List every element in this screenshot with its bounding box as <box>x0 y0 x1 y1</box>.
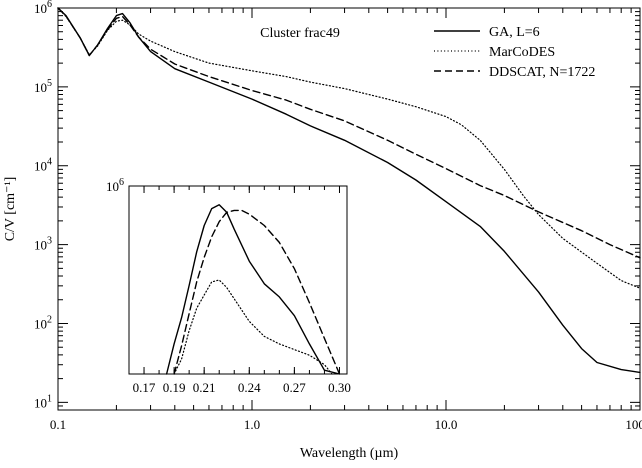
x-tick-label: 0.17 <box>133 380 156 395</box>
main-series-lines <box>57 7 641 374</box>
series-line-1 <box>173 279 333 375</box>
inset-plot-frame <box>128 185 348 375</box>
y-tick-label: 106 <box>106 177 124 194</box>
y-tick-label-exponent: 4 <box>47 157 52 168</box>
y-tick-label-base: 10 <box>34 80 47 95</box>
y-tick-label-exponent: 3 <box>47 236 52 247</box>
legend-label-ga: GA, L=6 <box>489 25 540 40</box>
x-tick-label: 0.27 <box>283 380 306 395</box>
main-plot-frame <box>57 7 641 411</box>
y-tick-label-base: 10 <box>34 1 47 16</box>
y-tick-label: 101 <box>34 393 52 410</box>
y-tick-label-base: 10 <box>34 159 47 174</box>
legend-label-marcodes: MarCoDES <box>489 45 555 60</box>
y-tick-label: 105 <box>34 78 52 95</box>
y-tick-label-exponent: 5 <box>47 78 52 89</box>
x-axis-title: Wavelength (µm) <box>300 446 399 461</box>
y-tick-label-exponent: 6 <box>119 177 124 188</box>
y-tick-label-exponent: 2 <box>47 314 52 325</box>
y-tick-label: 102 <box>34 314 52 331</box>
y-tick-label-base: 10 <box>34 238 47 253</box>
y-tick-label-exponent: 1 <box>47 393 52 404</box>
y-axis-title: C/V [cm⁻¹] <box>3 177 18 242</box>
x-tick-label: 0.19 <box>163 380 186 395</box>
inset-series-lines <box>165 204 341 375</box>
y-tick-label-base: 10 <box>106 179 119 194</box>
series-line-2 <box>173 209 341 375</box>
y-tick-label: 106 <box>34 0 52 16</box>
inset-plot-background <box>129 186 347 374</box>
main-ticks <box>57 7 641 410</box>
x-tick-label: 0.24 <box>238 380 261 395</box>
x-tick-label: 0.1 <box>50 417 66 432</box>
y-tick-label: 103 <box>34 236 52 253</box>
x-tick-label: 100.0 <box>625 417 642 432</box>
y-tick-label-base: 10 <box>34 316 47 331</box>
series-line-1 <box>57 7 641 289</box>
inset-tick-labels: 0.17 0.19 0.21 0.24 0.27 0.30 106 <box>106 177 351 395</box>
chart-annotation: Cluster frac49 <box>260 26 340 41</box>
x-tick-label: 10.0 <box>435 417 458 432</box>
y-tick-label: 104 <box>34 157 52 174</box>
x-tick-label: 0.21 <box>193 380 216 395</box>
x-tick-label: 0.30 <box>328 380 351 395</box>
series-line-2 <box>57 7 641 259</box>
y-tick-label-exponent: 6 <box>47 0 52 10</box>
inset-plot: 0.17 0.19 0.21 0.24 0.27 0.30 106 <box>106 177 351 395</box>
legend-label-ddscat: DDSCAT, N=1722 <box>489 65 595 80</box>
y-tick-label-base: 10 <box>34 395 47 410</box>
legend: GA, L=6 MarCoDES DDSCAT, N=1722 <box>434 25 595 80</box>
x-tick-label: 1.0 <box>244 417 260 432</box>
